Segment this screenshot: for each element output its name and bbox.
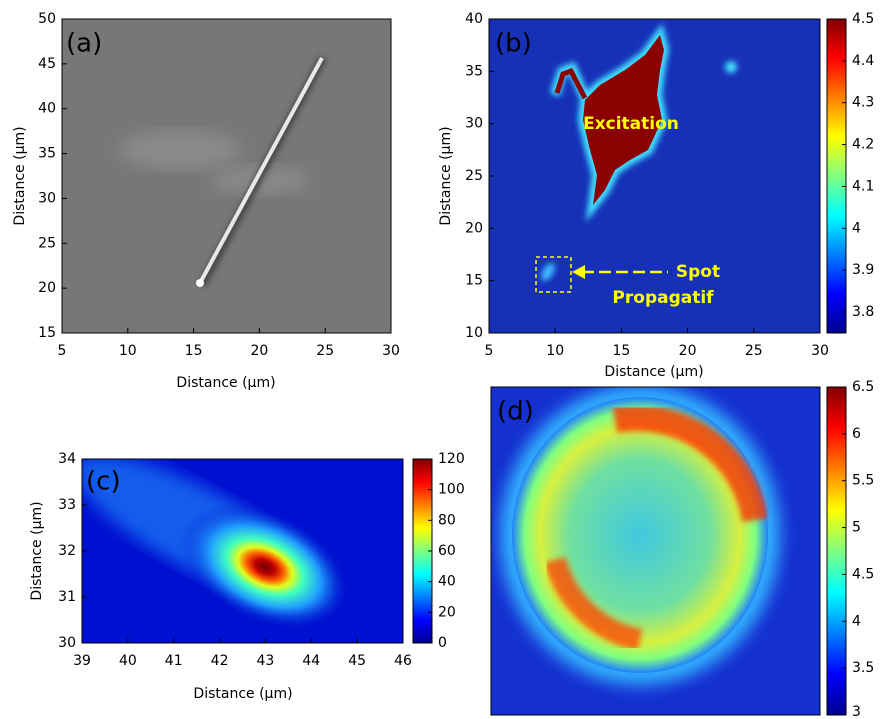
colorbar-tick-label: 3	[852, 704, 861, 719]
colorbar-tick-label: 20	[438, 604, 456, 620]
x-tick-label: 5	[485, 343, 494, 359]
plot-frame	[490, 386, 821, 716]
y-tick-label: 30	[38, 190, 56, 206]
image-a	[62, 19, 391, 333]
colorbar	[826, 18, 847, 334]
colorbar-tick-label: 3.8	[852, 304, 874, 320]
y-tick-label: 20	[465, 220, 483, 236]
colorbar-tick-label: 4.5	[852, 566, 874, 582]
y-tick-label: 35	[465, 63, 483, 79]
y-tick-label: 25	[38, 235, 56, 251]
colorbar-tick-label: 6	[852, 426, 861, 442]
annotation: Spot	[676, 262, 720, 282]
y-tick-label: 34	[58, 451, 76, 467]
colorbar-tick-label: 4.4	[852, 53, 874, 69]
colorbar-tick-label: 4	[852, 220, 861, 236]
x-tick-label: 15	[185, 343, 203, 359]
x-tick-label: 39	[73, 653, 91, 669]
y-tick-label: 40	[38, 101, 56, 117]
x-axis-label: Distance (µm)	[176, 375, 275, 391]
x-tick-label: 30	[382, 343, 400, 359]
y-tick-label: 40	[465, 11, 483, 27]
colorbar-tick-label: 0	[438, 635, 447, 651]
x-tick-label: 15	[612, 343, 630, 359]
y-tick-label: 30	[58, 635, 76, 651]
annotation: Propagatif	[612, 288, 714, 308]
colorbar-tick-label: 4	[852, 613, 861, 629]
colorbar-tick-label: 6.5	[852, 379, 874, 395]
image-d	[491, 387, 820, 715]
x-tick-label: 5	[58, 343, 67, 359]
y-tick-label: 45	[38, 56, 56, 72]
x-tick-label: 45	[348, 653, 366, 669]
x-axis-label: Distance (µm)	[193, 686, 292, 702]
y-tick-label: 15	[38, 325, 56, 341]
colorbar-tick-label: 120	[438, 451, 465, 467]
colorbar	[826, 386, 847, 716]
colorbar-tick-label: 4.3	[852, 95, 874, 111]
panel-label: (c)	[86, 467, 121, 497]
colorbar-tick-label: 4.2	[852, 137, 874, 153]
x-axis-label: Distance (µm)	[604, 364, 703, 380]
panel-label: (a)	[66, 29, 102, 59]
x-tick-label: 46	[394, 653, 412, 669]
y-tick-label: 35	[38, 146, 56, 162]
y-tick-label: 10	[465, 325, 483, 341]
x-tick-label: 42	[211, 653, 229, 669]
y-axis-label: Distance (µm)	[12, 126, 28, 225]
image-b	[489, 19, 820, 333]
y-tick-label: 33	[58, 497, 76, 513]
colorbar-tick-label: 5	[852, 520, 861, 536]
colorbar-tick-label: 4.5	[852, 11, 874, 27]
y-tick-label: 20	[38, 280, 56, 296]
colorbar-tick-label: 3.5	[852, 660, 874, 676]
colorbar-tick-label: 60	[438, 543, 456, 559]
y-tick-label: 30	[465, 116, 483, 132]
x-tick-label: 25	[745, 343, 763, 359]
x-tick-label: 40	[119, 653, 137, 669]
x-tick-label: 10	[119, 343, 137, 359]
x-tick-label: 20	[250, 343, 268, 359]
y-tick-label: 15	[465, 273, 483, 289]
x-tick-label: 20	[679, 343, 697, 359]
colorbar-tick-label: 80	[438, 512, 456, 528]
x-tick-label: 43	[257, 653, 275, 669]
x-tick-label: 25	[316, 343, 334, 359]
y-axis-label: Distance (µm)	[438, 126, 454, 225]
colorbar-tick-label: 3.9	[852, 262, 874, 278]
x-tick-label: 44	[302, 653, 320, 669]
x-tick-label: 30	[811, 343, 829, 359]
x-tick-label: 41	[165, 653, 183, 669]
y-tick-label: 50	[38, 11, 56, 27]
colorbar-tick-label: 40	[438, 574, 456, 590]
colorbar-tick-label: 5.5	[852, 473, 874, 489]
x-tick-label: 10	[546, 343, 564, 359]
y-tick-label: 32	[58, 543, 76, 559]
plot-frame	[61, 18, 392, 334]
image-c	[82, 459, 403, 643]
colorbar-tick-label: 4.1	[852, 178, 874, 194]
y-tick-label: 25	[465, 168, 483, 184]
y-axis-label: Distance (µm)	[29, 501, 45, 600]
panel-label: (b)	[495, 29, 532, 59]
colorbar-tick-label: 100	[438, 482, 465, 498]
annotation: Excitation	[583, 114, 679, 134]
panel-label: (d)	[497, 397, 534, 427]
y-tick-label: 31	[58, 589, 76, 605]
